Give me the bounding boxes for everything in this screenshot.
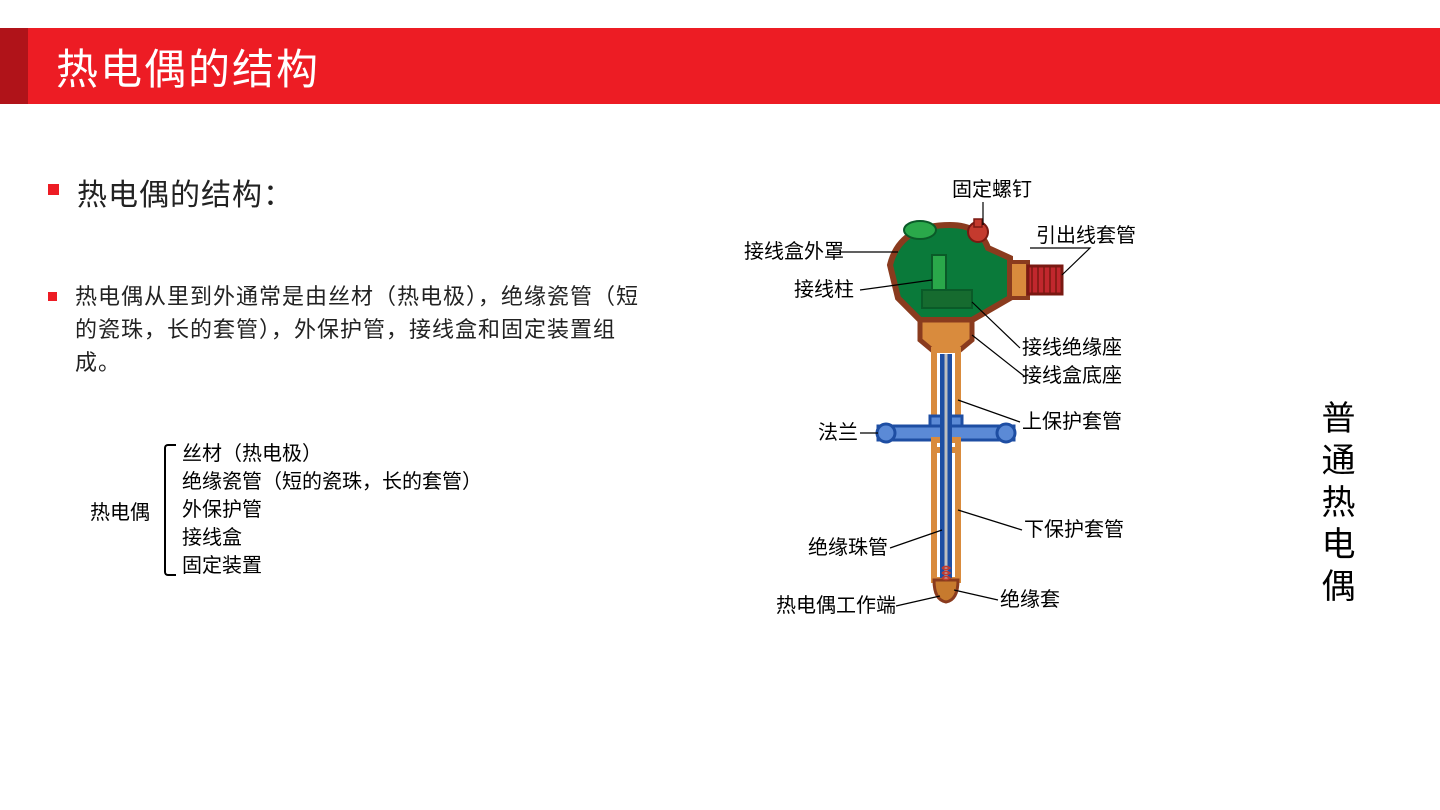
title-accent-shape	[0, 28, 18, 104]
label-fix-screw: 固定螺钉	[952, 178, 1032, 201]
label-box-base: 接线盒底座	[1022, 364, 1122, 387]
label-terminal: 接线柱	[794, 278, 854, 301]
bullet-icon	[48, 184, 59, 195]
bracket-item: 接线盒	[182, 524, 482, 552]
label-work-end: 热电偶工作端	[776, 594, 896, 617]
left-content: 热电偶的结构： 热电偶从里到外通常是由丝材（热电极），绝缘瓷管（短的瓷珠，长的套…	[48, 170, 648, 389]
thermocouple-diagram: 固定螺钉 引出线套管 接线盒外罩 接线柱 接线绝缘座 接线盒底座 法兰 上保护套…	[720, 170, 1280, 650]
bracket-item: 外保护管	[182, 496, 482, 524]
subtitle-text: 热电偶的结构：	[77, 170, 294, 214]
label-bead-tube: 绝缘珠管	[808, 536, 888, 559]
title-banner: 热电偶的结构	[0, 28, 1440, 104]
label-cover-box: 接线盒外罩	[744, 240, 844, 263]
bracket-item: 固定装置	[182, 552, 482, 580]
bracket-list: 丝材（热电极） 绝缘瓷管（短的瓷珠，长的套管） 外保护管 接线盒 固定装置	[158, 440, 482, 580]
bracket-item: 丝材（热电极）	[182, 440, 482, 468]
bracket-item: 绝缘瓷管（短的瓷珠，长的套管）	[182, 468, 482, 496]
label-ins-seat: 接线绝缘座	[1022, 336, 1122, 359]
label-flange: 法兰	[818, 421, 858, 444]
label-lead-sleeve: 引出线套管	[1036, 224, 1136, 247]
bullet-icon	[48, 292, 57, 301]
bracket-group: 热电偶 丝材（热电极） 绝缘瓷管（短的瓷珠，长的套管） 外保护管 接线盒 固定装…	[90, 440, 482, 580]
label-upper-tube: 上保护套管	[1022, 410, 1122, 433]
subtitle-row: 热电偶的结构：	[48, 170, 648, 214]
body-text: 热电偶从里到外通常是由丝材（热电极），绝缘瓷管（短的瓷珠，长的套管），外保护管，…	[75, 280, 648, 379]
page-title: 热电偶的结构	[56, 36, 320, 97]
bracket-label: 热电偶	[90, 496, 150, 525]
body-row: 热电偶从里到外通常是由丝材（热电极），绝缘瓷管（短的瓷珠，长的套管），外保护管，…	[48, 280, 648, 379]
diagram-side-title: 普通热电偶	[1310, 400, 1359, 610]
label-lower-tube: 下保护套管	[1024, 518, 1124, 541]
label-ins-sleeve: 绝缘套	[1000, 588, 1060, 611]
